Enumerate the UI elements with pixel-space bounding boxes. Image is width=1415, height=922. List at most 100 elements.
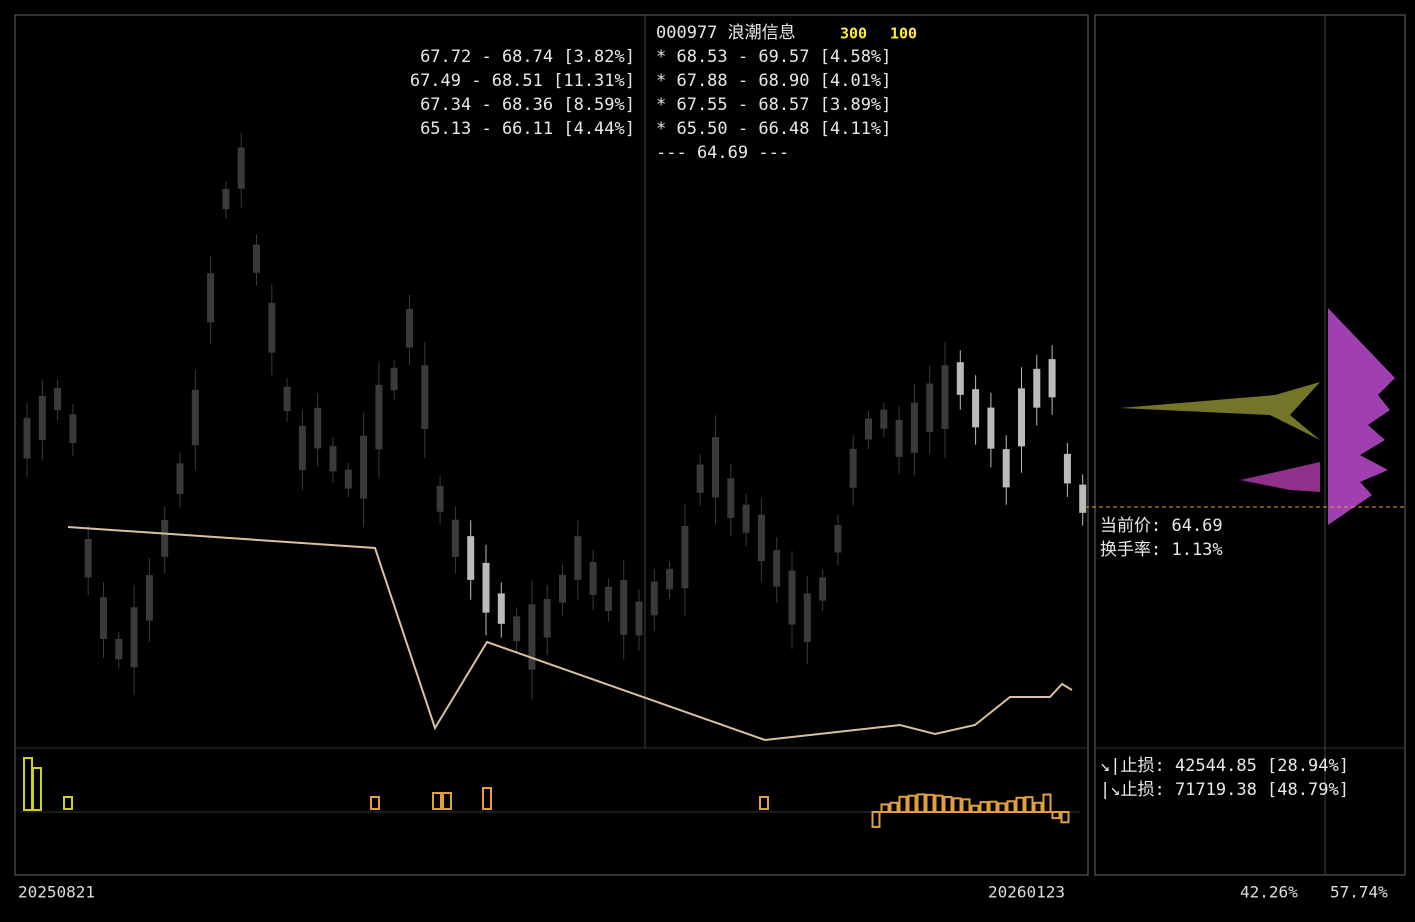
- candle-body: [115, 638, 123, 660]
- volume-bar: [1042, 793, 1052, 813]
- candle-body: [54, 387, 62, 411]
- candle-body: [1048, 359, 1056, 398]
- stock-name: 000977 浪潮信息: [656, 23, 796, 43]
- candle-body: [23, 417, 31, 459]
- volume-bar: [970, 804, 980, 814]
- candle-body: [1063, 453, 1071, 484]
- candle-body: [268, 302, 276, 353]
- end-date: 20260123: [988, 883, 1065, 902]
- tag: 100: [890, 25, 917, 43]
- candle-body: [344, 469, 352, 489]
- candle-body: [283, 386, 291, 412]
- volume-bar: [871, 811, 881, 828]
- candle-body: [941, 365, 949, 429]
- candle-body: [803, 593, 811, 643]
- indicator-line: [67, 526, 1073, 742]
- candle-body: [130, 607, 138, 668]
- candle-body: [467, 536, 475, 580]
- candle-body: [222, 188, 230, 210]
- left-row: 67.49 - 68.51 [11.31%]: [410, 71, 635, 91]
- candle-body: [574, 536, 582, 580]
- side-panel: [1094, 14, 1406, 876]
- candle-body: [742, 504, 750, 533]
- volume-bar: [898, 795, 908, 814]
- volume-profile-b: [1120, 382, 1320, 440]
- candle-body: [1002, 449, 1010, 488]
- volume-bar: [952, 797, 962, 814]
- candle-body: [972, 389, 980, 428]
- candle-body: [390, 367, 398, 391]
- candle-body: [176, 463, 184, 494]
- candle-body: [543, 598, 551, 638]
- candle-body: [666, 568, 674, 590]
- candles: [23, 132, 1087, 700]
- candle-body: [895, 419, 903, 457]
- current-price: 当前价: 64.69: [1100, 516, 1223, 536]
- volume-bar: [961, 798, 971, 813]
- candle-body: [849, 448, 857, 488]
- candle-body: [406, 309, 413, 348]
- candle-body: [145, 575, 153, 621]
- candle-body: [819, 577, 827, 601]
- candle-body: [1079, 484, 1087, 513]
- left-row: 67.34 - 68.36 [8.59%]: [420, 95, 635, 115]
- candle-body: [191, 389, 199, 446]
- volume-bar: [880, 803, 890, 813]
- volume-bar: [934, 794, 944, 813]
- volume-bar: [1060, 811, 1070, 824]
- candle-body: [298, 425, 306, 471]
- volume-bar: [916, 793, 926, 814]
- candle-body: [956, 362, 964, 395]
- right-row: * 68.53 - 69.57 [4.58%]: [656, 47, 891, 67]
- candle-body: [696, 464, 704, 493]
- volume-bar: [63, 796, 73, 810]
- tag: 300: [840, 25, 867, 43]
- candle-body: [497, 593, 505, 624]
- stop-loss: ↘|止损: 42544.85 [28.94%]: [1100, 756, 1349, 776]
- candle-body: [910, 402, 918, 453]
- candle-body: [375, 384, 383, 450]
- candle-body: [69, 414, 77, 443]
- volume-bar: [988, 800, 998, 814]
- volume-bar: [925, 793, 935, 814]
- candle-body: [773, 550, 781, 587]
- candle-body: [253, 244, 260, 273]
- candle-body: [329, 446, 337, 472]
- candle-body: [589, 562, 597, 595]
- candle-body: [84, 539, 92, 578]
- candle-body: [1033, 368, 1041, 408]
- volume-bar: [32, 767, 42, 811]
- volume-bar: [759, 796, 769, 810]
- volume-bar: [370, 796, 380, 810]
- candle-body: [987, 407, 995, 449]
- volume-bar: [442, 792, 452, 810]
- left-row: 65.13 - 66.11 [4.44%]: [420, 119, 635, 139]
- candle-body: [528, 604, 536, 670]
- volume-bars: [23, 757, 1070, 828]
- candle-body: [712, 437, 719, 498]
- right-row: * 65.50 - 66.48 [4.11%]: [656, 119, 891, 139]
- candle-body: [482, 562, 490, 613]
- volume-bar: [979, 801, 989, 813]
- volume-profile: [1328, 308, 1395, 525]
- candle-body: [681, 525, 689, 589]
- volume-bar: [432, 792, 442, 810]
- candle-body: [620, 580, 628, 635]
- left-row: 67.72 - 68.74 [3.82%]: [420, 47, 635, 67]
- candle-body: [604, 586, 612, 611]
- pct: 42.26%: [1240, 883, 1298, 902]
- candle-body: [314, 407, 322, 449]
- candle-body: [436, 485, 444, 512]
- main-panel: [14, 14, 1089, 876]
- volume-bar: [23, 757, 33, 811]
- right-row: * 67.88 - 68.90 [4.01%]: [656, 71, 891, 91]
- start-date: 20250821: [18, 883, 95, 902]
- candle-body: [834, 524, 842, 553]
- candle-body: [513, 616, 521, 642]
- volume-bar: [1024, 796, 1034, 813]
- pct: 57.74%: [1330, 883, 1388, 902]
- candle-body: [207, 273, 215, 323]
- candle-body: [788, 570, 796, 625]
